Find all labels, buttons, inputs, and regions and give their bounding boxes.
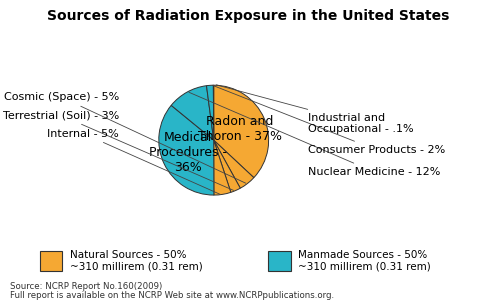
Wedge shape	[214, 140, 254, 188]
Text: Nuclear Medicine - 12%: Nuclear Medicine - 12%	[189, 92, 440, 177]
Text: Internal - 5%: Internal - 5%	[48, 128, 220, 194]
Text: Cosmic (Space) - 5%: Cosmic (Space) - 5%	[4, 92, 246, 183]
Text: Sources of Radiation Exposure in the United States: Sources of Radiation Exposure in the Uni…	[47, 9, 450, 23]
Text: Natural Sources - 50%
~310 millirem (0.31 rem): Natural Sources - 50% ~310 millirem (0.3…	[70, 250, 202, 272]
Wedge shape	[206, 85, 214, 140]
Wedge shape	[214, 140, 241, 192]
Text: Manmade Sources - 50%
~310 millirem (0.31 rem): Manmade Sources - 50% ~310 millirem (0.3…	[298, 250, 431, 272]
Wedge shape	[214, 140, 231, 195]
Text: Consumer Products - 2%: Consumer Products - 2%	[212, 85, 445, 155]
Wedge shape	[171, 86, 214, 140]
Wedge shape	[214, 85, 269, 178]
Text: Terrestrial (Soil) - 3%: Terrestrial (Soil) - 3%	[3, 111, 234, 190]
Text: Full report is available on the NCRP Web site at www.NCRPpublications.org.: Full report is available on the NCRP Web…	[10, 291, 334, 300]
Text: Source: NCRP Report No.160(2009): Source: NCRP Report No.160(2009)	[10, 282, 162, 291]
Wedge shape	[159, 105, 214, 195]
Text: Medical
Procedures -
36%: Medical Procedures - 36%	[149, 131, 227, 174]
Text: Radon and
Thoron - 37%: Radon and Thoron - 37%	[198, 115, 282, 143]
Text: Industrial and
Occupational - .1%: Industrial and Occupational - .1%	[216, 85, 414, 135]
